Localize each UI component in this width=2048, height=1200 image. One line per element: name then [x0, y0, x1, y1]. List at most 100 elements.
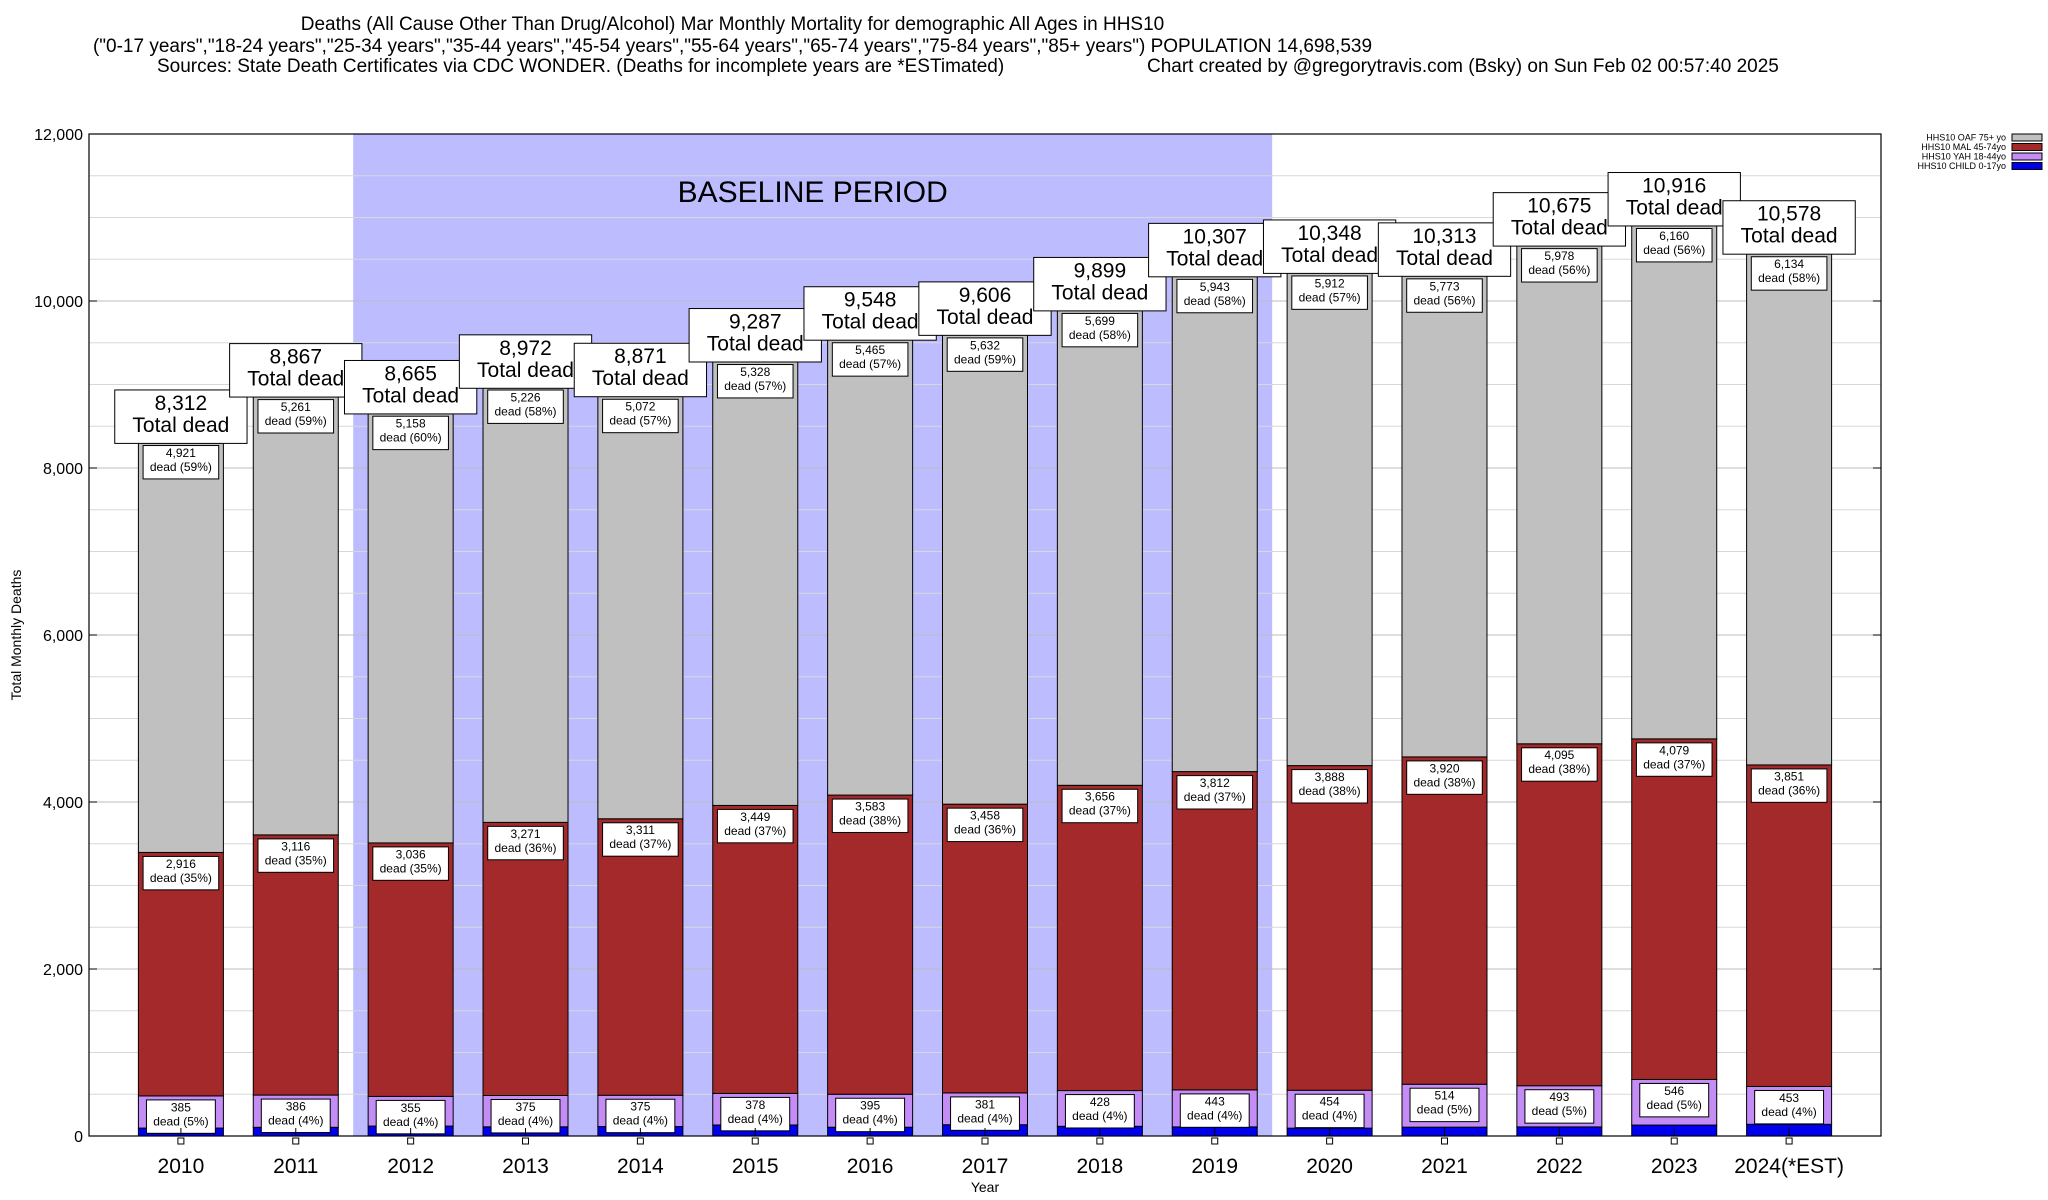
data-label: 375 dead (4%): [490, 1099, 561, 1134]
data-label-box: [1409, 1087, 1480, 1123]
data-label-text: 443 dead (4%): [1187, 1094, 1242, 1122]
data-label-text: 4,095 dead (38%): [1528, 748, 1590, 776]
bar-marker: [1440, 1137, 1448, 1145]
bar-segment-mal: [137, 851, 224, 1097]
data-label-text: 3,271 dead (36%): [494, 827, 556, 855]
bar-marker: [1785, 1137, 1793, 1145]
total-label: 8,867 Total dead: [229, 343, 363, 398]
data-label-text: 378 dead (4%): [728, 1098, 783, 1126]
data-label: 5,912 dead (57%): [1291, 275, 1368, 310]
bar-segment-mal: [827, 794, 914, 1095]
data-label-text: 3,116 dead (35%): [265, 839, 327, 867]
data-label-box: [1521, 747, 1598, 782]
total-label: 10,307 Total dead: [1148, 222, 1282, 278]
y-tick-label: 0: [74, 1129, 83, 1146]
data-label: 3,851 dead (36%): [1750, 768, 1828, 803]
bar-marker: [292, 1137, 300, 1145]
data-label: 3,449 dead (37%): [716, 808, 794, 844]
legend-swatch: [2011, 162, 2043, 170]
y-tick-label: 2,000: [43, 962, 83, 979]
bar-marker: [1670, 1137, 1678, 1145]
data-label-box: [487, 825, 564, 861]
chart-subtitle: ("0-17 years","18-24 years","25-34 years…: [92, 36, 1373, 57]
legend-swatch: [2011, 143, 2043, 151]
data-label: 5,261 dead (59%): [257, 399, 335, 434]
data-label: 443 dead (4%): [1179, 1093, 1250, 1128]
bar-segment-mal: [1401, 756, 1488, 1085]
sources-note: Sources: State Death Certificates via CD…: [157, 56, 1005, 77]
bar-segment-mal: [1056, 784, 1143, 1092]
data-label-text: 453 dead (4%): [1761, 1091, 1816, 1119]
data-label-text: 5,978 dead (56%): [1528, 249, 1590, 277]
data-label-text: 5,465 dead (57%): [839, 343, 901, 371]
bar-segment-oaf: [1056, 308, 1143, 786]
data-label-box: [487, 389, 564, 424]
x-tick-label: 2023: [1651, 1155, 1698, 1178]
total-label-box: [918, 281, 1052, 336]
total-label-box: [1377, 222, 1512, 277]
total-label-box: [229, 343, 363, 398]
bar-segment-oaf: [1171, 274, 1258, 773]
data-label-box: [1176, 775, 1254, 810]
total-label-box: [573, 342, 708, 398]
bar-segment-mal: [1631, 738, 1718, 1080]
total-label: 10,313 Total dead: [1377, 222, 1512, 277]
total-label-text: 8,312 Total dead: [132, 392, 229, 437]
total-label-box: [803, 286, 937, 341]
data-label: 3,656 dead (37%): [1061, 788, 1139, 824]
chart-header: Deaths (All Cause Other Than Drug/Alcoho…: [0, 14, 1465, 58]
total-label: 8,871 Total dead: [573, 342, 708, 398]
total-label-text: 8,972 Total dead: [477, 337, 574, 382]
x-tick-label: 2024(*EST): [1734, 1155, 1844, 1178]
total-label-text: 10,675 Total dead: [1511, 195, 1608, 240]
total-label-box: [458, 334, 593, 389]
bar-marker: [522, 1137, 530, 1145]
bar-segment-mal: [941, 803, 1029, 1094]
legend-swatch: [2011, 133, 2043, 142]
total-label: 9,287 Total dead: [688, 308, 822, 363]
y-tick-label: 12,000: [34, 127, 83, 144]
data-label-box: [490, 1099, 561, 1134]
bar-marker: [981, 1137, 989, 1145]
bar-marker: [1211, 1137, 1219, 1145]
bar-marker: [407, 1137, 415, 1145]
bar-segment-mal: [1516, 743, 1603, 1087]
data-label-text: 5,773 dead (56%): [1413, 279, 1475, 307]
data-label-text: 3,036 dead (35%): [380, 847, 442, 875]
total-label-box: [114, 389, 248, 444]
data-label: 5,328 dead (57%): [716, 364, 794, 399]
data-label-text: 6,134 dead (58%): [1758, 257, 1820, 285]
data-label-text: 546 dead (5%): [1647, 1084, 1702, 1112]
data-label: 3,036 dead (35%): [372, 846, 449, 881]
total-label: 10,348 Total dead: [1262, 219, 1397, 274]
bar-marker: [866, 1137, 874, 1145]
data-label-text: 3,656 dead (37%): [1069, 790, 1131, 818]
bar-marker: [1096, 1137, 1104, 1145]
data-label-box: [716, 808, 794, 844]
total-label-text: 8,665 Total dead: [362, 362, 459, 407]
data-label-text: 514 dead (5%): [1417, 1089, 1472, 1117]
y-tick-label: 8,000: [43, 461, 83, 478]
bar-segment-mal: [1286, 765, 1373, 1091]
data-label: 454 dead (4%): [1294, 1093, 1365, 1129]
data-label-text: 5,632 dead (59%): [954, 338, 1016, 366]
data-label-text: 5,328 dead (57%): [724, 365, 786, 393]
x-tick-label: 2020: [1306, 1155, 1353, 1178]
data-label: 3,271 dead (36%): [487, 825, 564, 861]
data-label: 4,921 dead (59%): [142, 445, 220, 480]
data-label-box: [1291, 275, 1368, 310]
total-label: 10,916 Total dead: [1607, 172, 1741, 227]
data-label-box: [1406, 278, 1483, 313]
total-label-box: [1148, 222, 1282, 278]
total-label-box: [1033, 256, 1167, 312]
data-label-box: [1521, 248, 1598, 283]
bar-segment-oaf: [712, 360, 799, 806]
total-label-text: 9,287 Total dead: [707, 310, 804, 355]
x-tick-label: 2021: [1421, 1155, 1468, 1178]
data-label-box: [1754, 1089, 1825, 1125]
x-tick-label: 2012: [387, 1155, 434, 1178]
x-tick-label: 2013: [502, 1155, 549, 1178]
x-tick-label: 2014: [617, 1155, 664, 1178]
bar-segment-oaf: [941, 333, 1029, 805]
data-label-text: 493 dead (5%): [1532, 1090, 1587, 1118]
